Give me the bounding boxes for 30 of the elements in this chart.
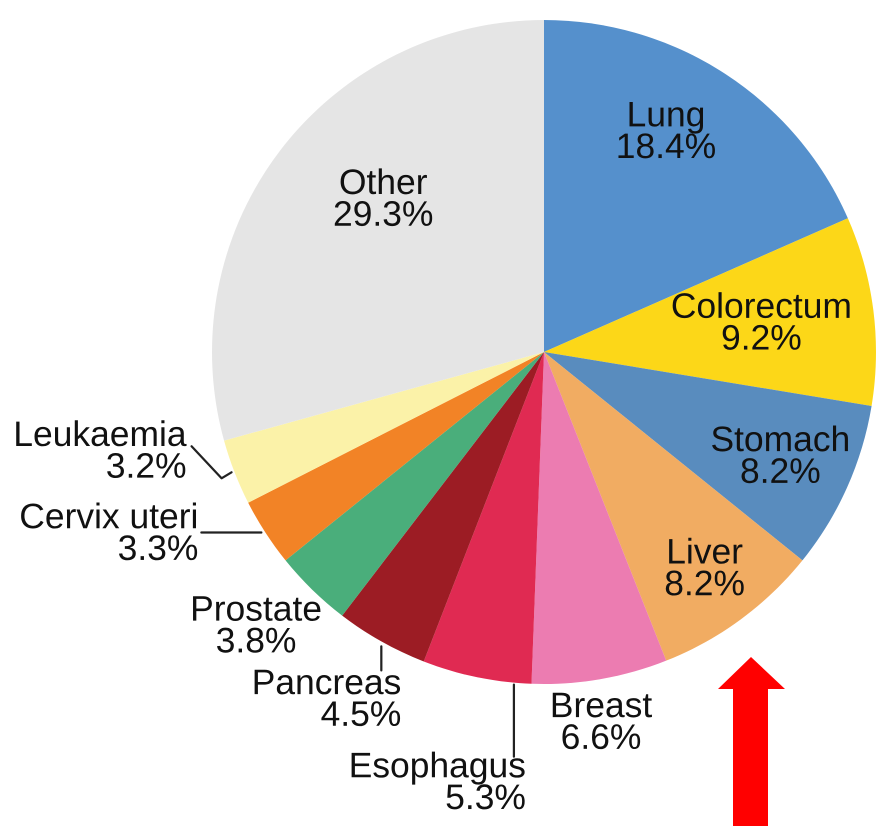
slice-label: Pancreas	[254, 670, 400, 694]
pie-slice	[531, 352, 666, 684]
slice-label: Lung	[629, 102, 704, 134]
data-label: 3.3%	[119, 535, 198, 560]
slice-label: Leukaemia	[16, 420, 187, 446]
slice-label: Liver	[669, 538, 742, 564]
slice-label: Breast	[552, 692, 652, 718]
data-label: 8.2%	[666, 570, 744, 596]
pie-slice	[248, 352, 544, 560]
pie-slice	[424, 352, 544, 684]
slice-label: Prostate	[193, 596, 320, 621]
data-label: 6.6%	[562, 724, 640, 750]
slice-label: Cervix uteri	[21, 502, 196, 529]
pie-slice	[342, 352, 544, 662]
data-label: 8.2%	[742, 458, 820, 484]
data-label: 18.4%	[618, 133, 715, 158]
data-label: 4.5%	[321, 701, 400, 726]
slice-label: Stomach	[712, 425, 848, 452]
data-label: 29.3%	[334, 200, 432, 226]
data-label: 3.2%	[107, 452, 186, 478]
pie-slice	[544, 20, 848, 352]
data-label: 5.3%	[446, 784, 525, 810]
slice-label: Other	[340, 168, 427, 194]
slice-label: Colorectum	[672, 292, 850, 318]
slice-label: Esophagus	[352, 752, 525, 785]
pie-slice	[212, 20, 544, 441]
pie-slice	[224, 352, 544, 503]
data-label: 9.2%	[722, 324, 800, 350]
data-label: 3.8%	[217, 628, 296, 653]
pie-slice	[544, 218, 876, 406]
